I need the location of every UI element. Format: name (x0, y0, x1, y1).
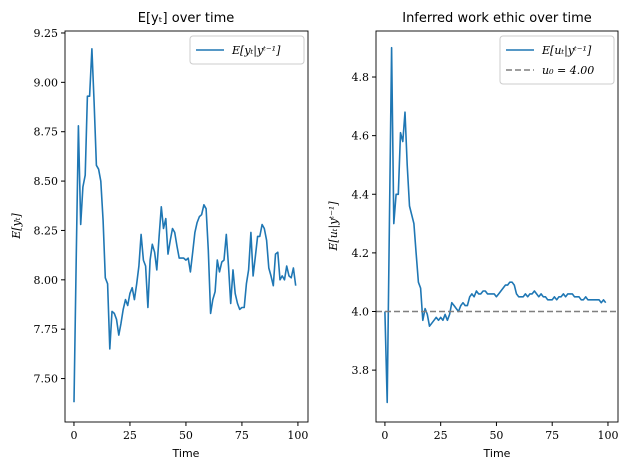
left-y-axis-label: E[yₜ] (10, 213, 23, 240)
plot-frame (375, 30, 619, 423)
x-tick-label: 50 (179, 429, 193, 442)
y-tick-label: 8.00 (34, 274, 59, 287)
left-x-axis-label: Time (172, 447, 200, 460)
right-y-axis-label: E[uₜ|yᵗ⁻¹] (327, 201, 341, 252)
y-tick-label: 8.50 (34, 175, 59, 188)
legend-label: E[yₜ|yᵗ⁻¹] (231, 44, 281, 58)
right-chart: Inferred work ethic over time Time E[uₜ|… (327, 11, 618, 460)
y-tick-label: 9.25 (34, 27, 59, 40)
x-tick-label: 75 (235, 429, 249, 442)
x-tick-label: 75 (545, 429, 559, 442)
y-tick-label: 8.75 (34, 126, 59, 139)
x-tick-label: 50 (489, 429, 503, 442)
right-chart-title: Inferred work ethic over time (402, 11, 592, 26)
x-tick-label: 100 (287, 429, 308, 442)
legend (189, 35, 305, 65)
x-tick-label: 0 (381, 429, 388, 442)
plot-frame (64, 30, 309, 423)
y-tick-label: 3.8 (352, 364, 370, 377)
left-chart: E[yₜ] over time Time E[yₜ] 0 25 50 75 100 7.5… (10, 11, 309, 460)
legend-label: u₀ = 4.00 (542, 64, 594, 77)
left-chart-title: E[yₜ] over time (138, 11, 235, 26)
x-tick-label: 25 (434, 429, 448, 442)
x-tick-label: 25 (123, 429, 137, 442)
series-line (384, 46, 607, 404)
legend (499, 35, 615, 85)
y-tick-label: 4.4 (352, 188, 370, 201)
x-tick-label: 100 (597, 429, 618, 442)
series-line (73, 47, 297, 403)
legend-label: E[uₜ|yᵗ⁻¹] (541, 44, 592, 58)
y-tick-label: 4.2 (352, 247, 370, 260)
y-tick-label: 4.6 (352, 130, 370, 143)
y-tick-label: 9.00 (34, 76, 59, 89)
y-tick-label: 4.8 (352, 71, 370, 84)
y-tick-label: 7.75 (34, 323, 59, 336)
y-tick-label: 4.0 (352, 306, 370, 319)
right-x-axis-label: Time (483, 447, 511, 460)
y-tick-label: 8.25 (34, 224, 59, 237)
x-tick-label: 0 (70, 429, 77, 442)
y-tick-label: 7.50 (34, 373, 59, 386)
